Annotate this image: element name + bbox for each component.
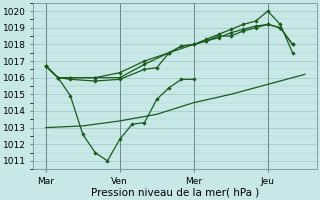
X-axis label: Pression niveau de la mer( hPa ): Pression niveau de la mer( hPa ) bbox=[91, 187, 260, 197]
